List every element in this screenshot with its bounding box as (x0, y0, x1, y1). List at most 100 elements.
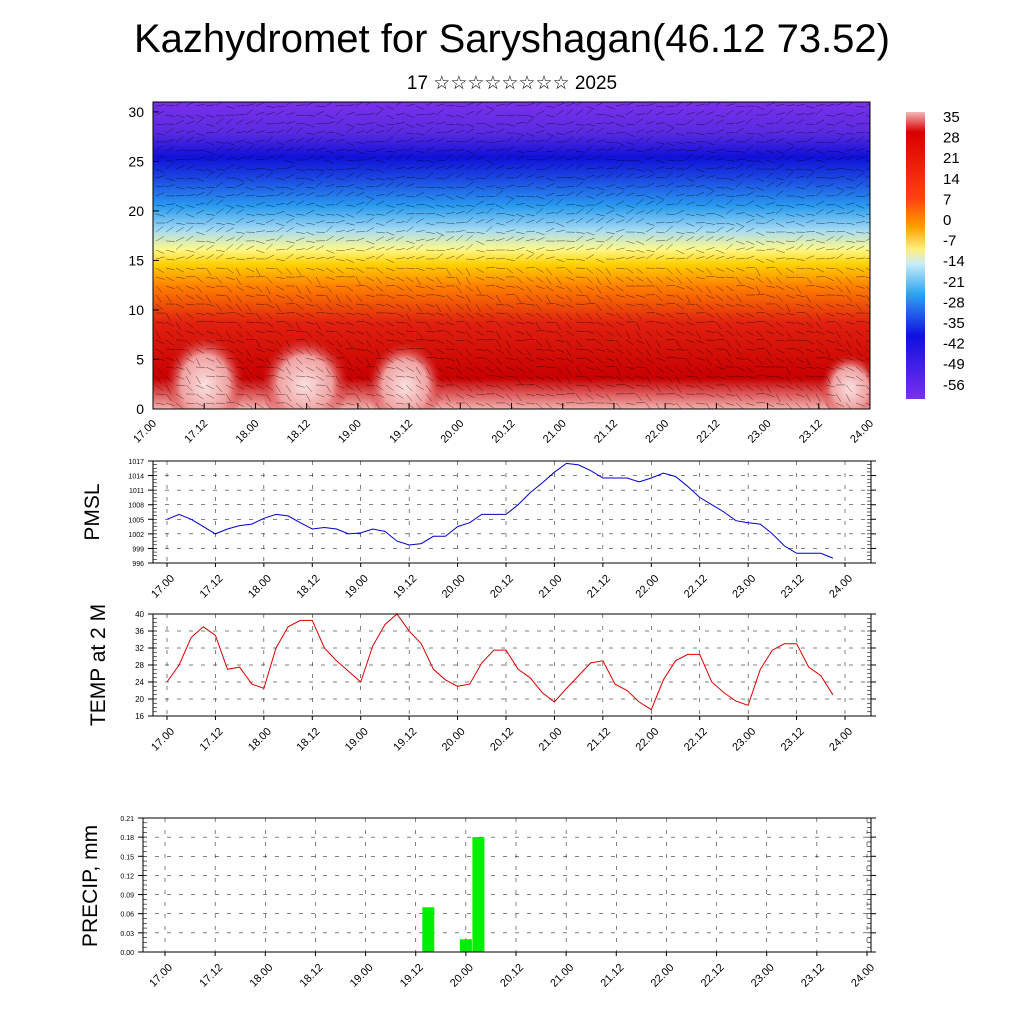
wind-barb (195, 240, 206, 243)
wind-barb (175, 357, 182, 366)
wind-barb (715, 204, 725, 209)
wind-barb (335, 199, 344, 206)
wind-barb (525, 140, 535, 143)
wind-barb (425, 113, 435, 116)
wind-barb (735, 212, 745, 215)
wind-barb (475, 255, 485, 260)
wind-barb (735, 258, 746, 260)
wind-barb (435, 285, 445, 288)
wind-barb (295, 402, 303, 409)
wind-barb (225, 128, 234, 134)
wind-barb (505, 267, 514, 274)
wind-barb (365, 227, 374, 233)
wind-barb (225, 294, 232, 303)
wind-barb (705, 321, 716, 323)
wind-barb (705, 330, 715, 333)
wind-barb (675, 109, 684, 116)
wind-barb (425, 222, 435, 226)
wind-barb (255, 276, 266, 278)
pmsl-y-tick-label: 1011 (129, 488, 144, 495)
wind-barb (705, 186, 715, 191)
wind-barb (455, 339, 465, 342)
wind-barb (525, 330, 532, 339)
wind-barb (165, 393, 172, 402)
wind-barb (265, 276, 273, 284)
wind-barb (725, 294, 734, 301)
wind-barb (695, 110, 705, 116)
wind-barb (595, 339, 604, 346)
wind-barb (595, 139, 605, 143)
wind-barb (255, 330, 265, 334)
wind-barb (385, 339, 395, 342)
wind-barb (175, 312, 182, 321)
wind-barb (465, 393, 475, 398)
wind-barb (535, 195, 545, 200)
wind-barb (275, 186, 286, 188)
wind-barb (335, 294, 341, 303)
wind-barb (725, 227, 735, 233)
wind-barb (185, 226, 194, 233)
wind-barb (595, 213, 605, 217)
wind-barb (505, 195, 515, 200)
wind-barb (545, 357, 555, 362)
wind-barb (645, 103, 655, 107)
wind-barb (235, 267, 241, 276)
wind-barb (285, 402, 294, 408)
wind-barb (335, 285, 346, 288)
wind-barb (165, 218, 175, 224)
wind-barb (165, 330, 173, 338)
wind-barb (525, 267, 536, 269)
wind-barb (825, 141, 836, 144)
wind-barb (655, 294, 663, 302)
wind-barb (155, 145, 164, 152)
wind-barb (165, 339, 174, 346)
wind-barb (685, 163, 694, 170)
wind-barb (435, 186, 445, 189)
wind-barb (795, 348, 805, 354)
wind-barb (715, 366, 725, 370)
wind-barb (525, 249, 535, 254)
wind-barb (405, 204, 415, 208)
wind-barb (795, 357, 804, 363)
wind-barb (755, 267, 761, 277)
heatmap-x-tick-label: 20.00 (438, 418, 466, 446)
wind-barb (635, 348, 644, 355)
wind-barb (835, 357, 844, 363)
wind-barb (455, 129, 465, 134)
wind-barb (565, 185, 575, 188)
wind-barb (585, 247, 595, 251)
wind-barb (865, 222, 870, 224)
wind-barb (155, 285, 163, 293)
wind-barb (335, 108, 343, 116)
wind-barb (775, 393, 781, 403)
wind-barb (845, 191, 855, 197)
wind-barb (295, 267, 302, 276)
wind-barb (225, 321, 236, 324)
wind-barb (195, 209, 205, 215)
wind-barb (375, 222, 385, 227)
wind-barb (235, 366, 245, 369)
precip-bar (459, 939, 472, 952)
wind-barb (665, 225, 673, 233)
wind-barb (155, 175, 165, 179)
wind-barb (255, 102, 265, 107)
wind-barb (385, 246, 395, 251)
wind-barb (235, 139, 245, 143)
wind-barb (595, 200, 604, 206)
wind-barb (215, 181, 224, 188)
wind-barb (505, 375, 515, 378)
wind-barb (645, 135, 653, 143)
precip-x-tick-label: 24.00 (849, 962, 877, 990)
wind-barb (205, 312, 215, 316)
wind-barb (745, 357, 754, 364)
wind-barb (475, 348, 485, 351)
wind-barb (845, 240, 855, 243)
wind-barb (655, 184, 665, 188)
wind-barb (225, 393, 232, 402)
wind-barb (735, 163, 744, 170)
temp-y-tick-label: 16 (135, 712, 144, 721)
wind-barb (745, 200, 755, 206)
temp-x-tick-label: 22.12 (682, 726, 710, 754)
wind-barb (395, 149, 405, 152)
wind-barb (565, 375, 571, 385)
